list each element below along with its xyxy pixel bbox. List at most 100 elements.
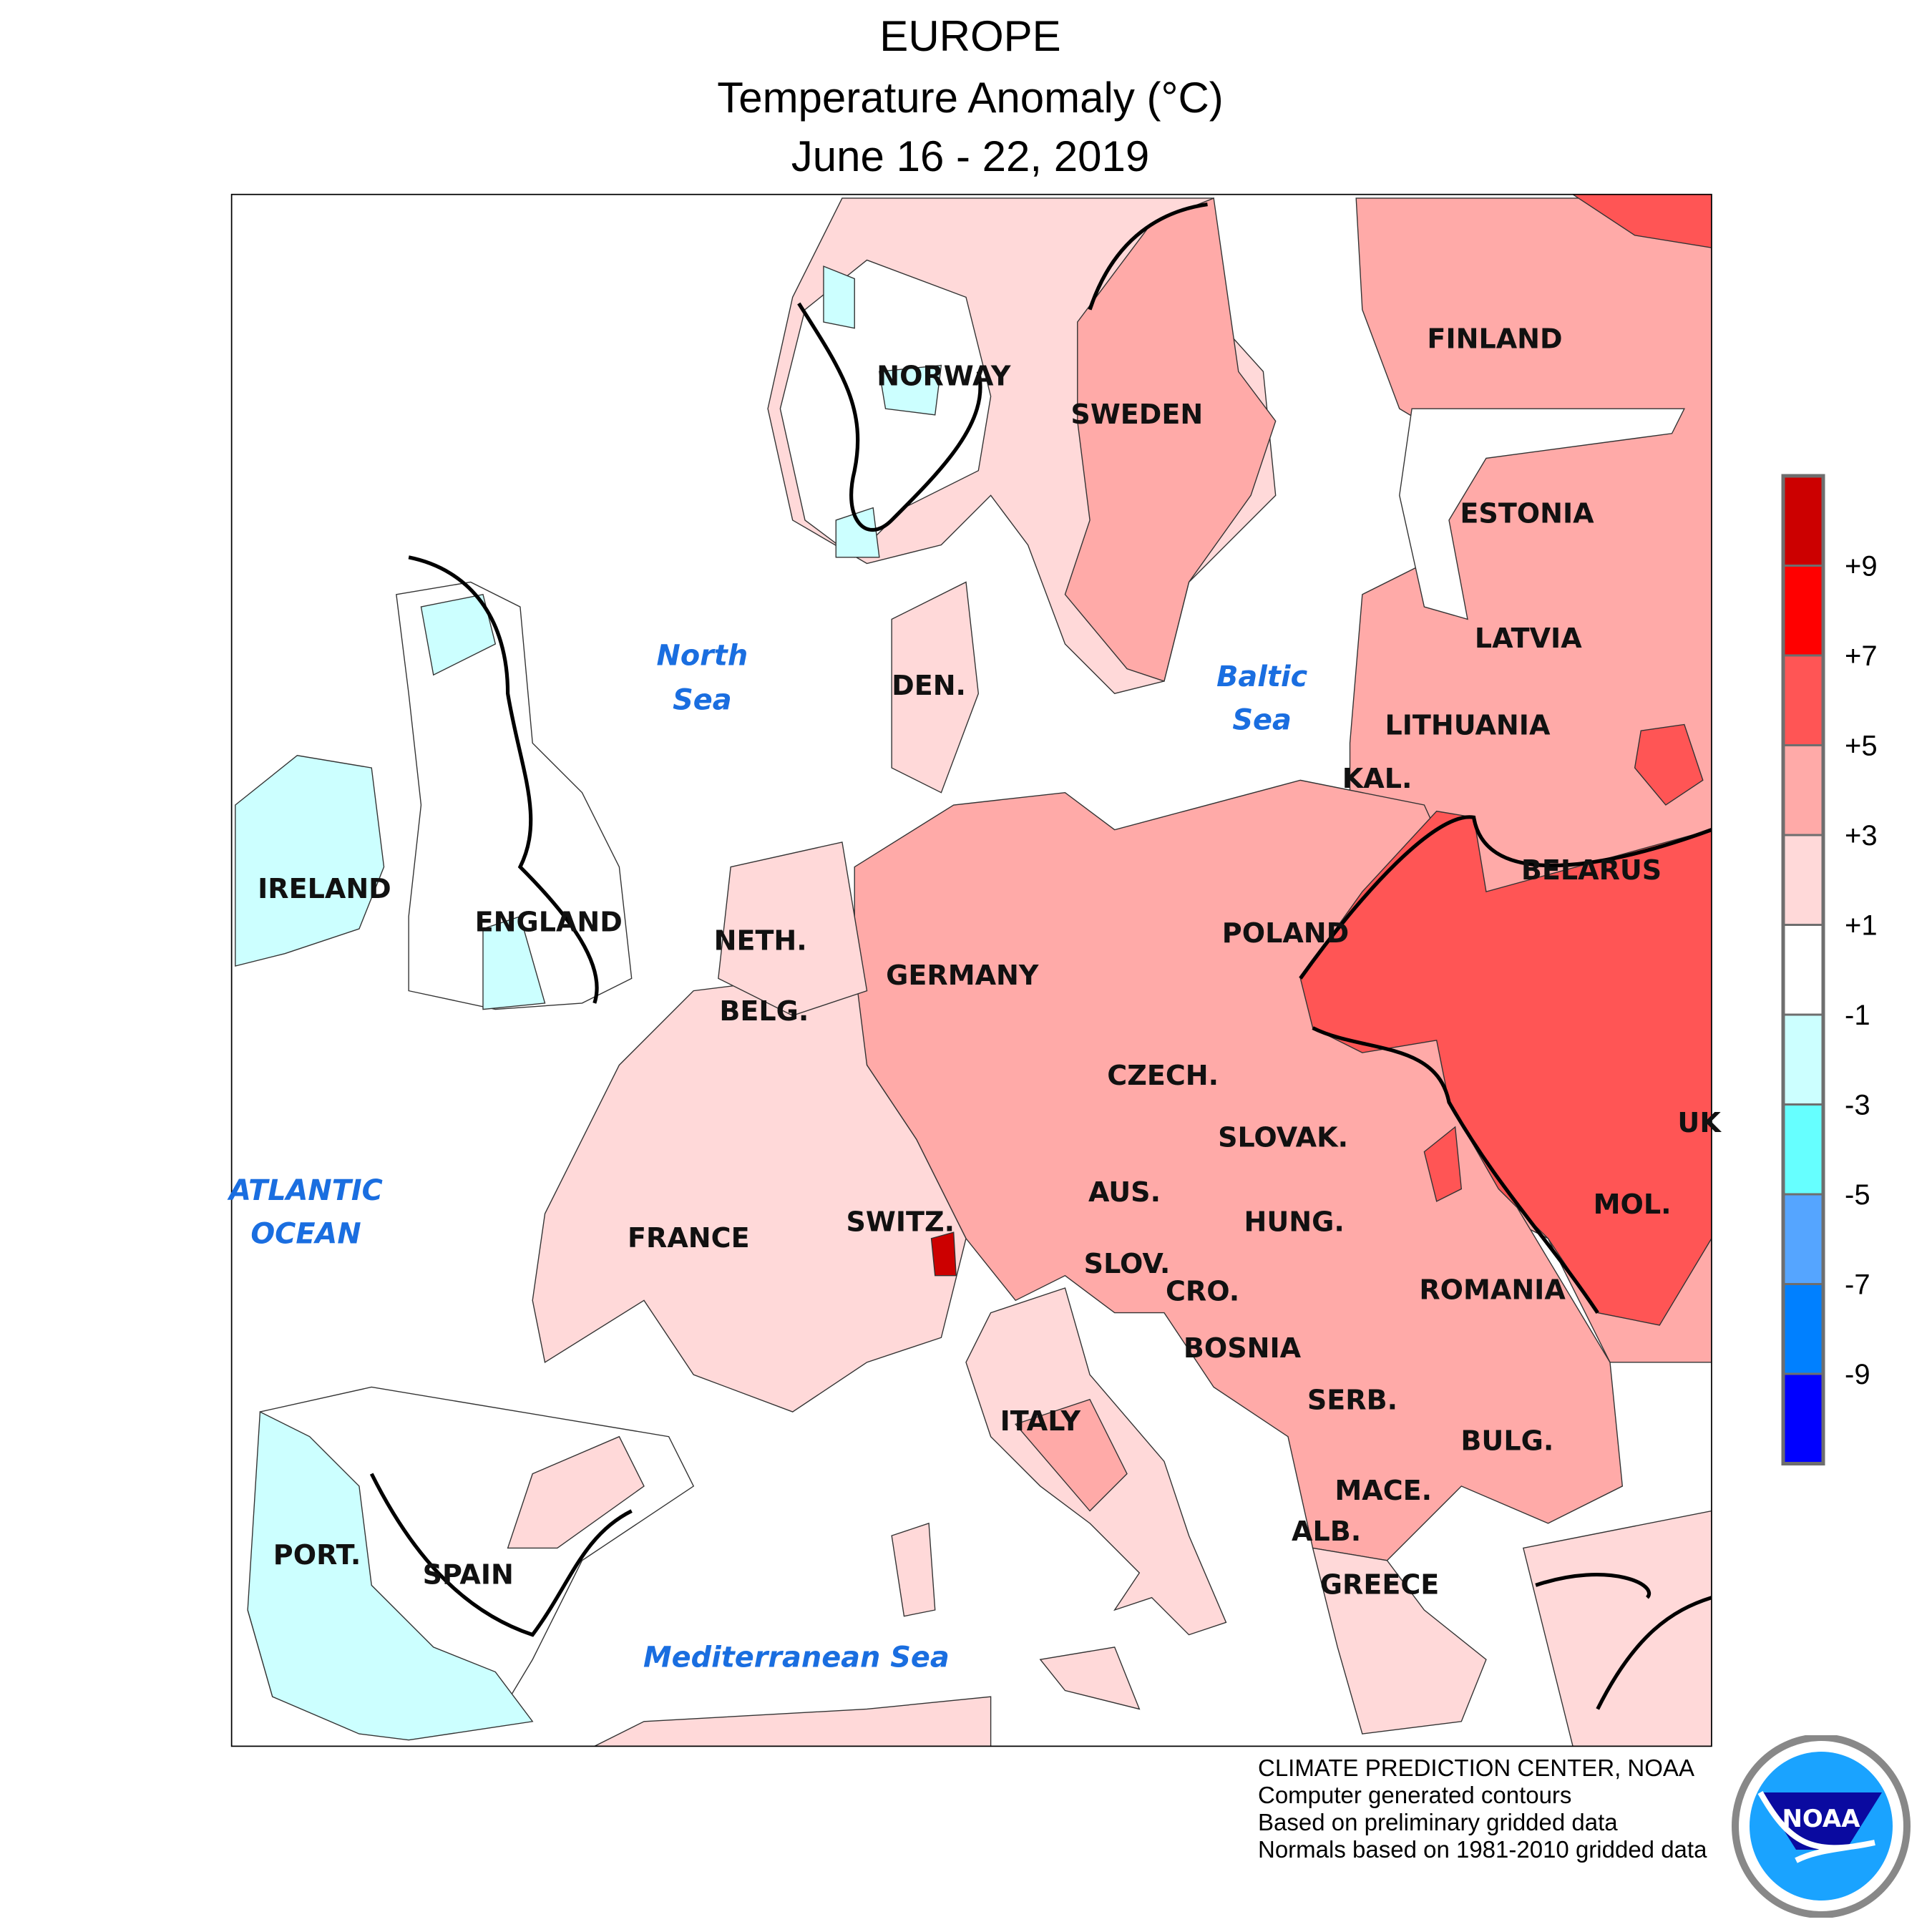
map-regions bbox=[231, 194, 1712, 1747]
label-baltic-sea-1: Baltic bbox=[1216, 660, 1307, 693]
legend-tick-label: +5 bbox=[1845, 731, 1878, 762]
country-labels: NORWAY SWEDEN FINLAND ESTONIA LATVIA LIT… bbox=[258, 323, 1722, 1600]
legend-tick-label: +1 bbox=[1845, 910, 1878, 942]
region-romania-hot bbox=[1423, 1126, 1463, 1202]
credits: CLIMATE PREDICTION CENTER, NOAA Computer… bbox=[1258, 1755, 1707, 1863]
region-north-africa bbox=[594, 1696, 992, 1747]
legend-swatch bbox=[1782, 834, 1825, 926]
legend-tick-label: -7 bbox=[1845, 1269, 1870, 1301]
legend-swatch bbox=[1782, 924, 1825, 1016]
label-ireland: IRELAND bbox=[258, 873, 391, 904]
region-belarus-ukraine-hot bbox=[1299, 810, 1712, 1326]
contour-ukraine bbox=[1312, 1026, 1599, 1314]
label-north-sea-2: Sea bbox=[673, 684, 732, 717]
legend-swatch bbox=[1782, 744, 1825, 836]
noaa-logo-text: NOAA bbox=[1782, 1805, 1860, 1833]
legend-swatch bbox=[1782, 565, 1825, 657]
legend-tick-label: -9 bbox=[1845, 1359, 1870, 1390]
legend-swatch bbox=[1782, 1103, 1825, 1196]
label-norway: NORWAY bbox=[877, 360, 1011, 391]
region-alps-hot bbox=[930, 1231, 957, 1277]
region-norway-cool-3 bbox=[835, 507, 880, 558]
legend-tick-label: +7 bbox=[1845, 640, 1878, 672]
credit-line-3: Based on preliminary gridded data bbox=[1258, 1809, 1618, 1835]
label-austria: AUS. bbox=[1088, 1176, 1161, 1208]
gulf-of-finland bbox=[1399, 408, 1685, 620]
label-bosnia: BOSNIA bbox=[1184, 1332, 1302, 1364]
label-netherlands: NETH. bbox=[714, 924, 807, 956]
label-italy: ITALY bbox=[1000, 1405, 1081, 1437]
region-italy-warm bbox=[1015, 1398, 1128, 1512]
region-sardinia bbox=[891, 1522, 936, 1617]
label-switzerland: SWITZ. bbox=[846, 1206, 955, 1237]
region-belarus-hot-2 bbox=[1634, 723, 1704, 806]
credit-line-2: Computer generated contours bbox=[1258, 1782, 1572, 1808]
label-denmark: DEN. bbox=[892, 670, 966, 701]
label-belarus: BELARUS bbox=[1521, 854, 1662, 886]
region-sweden-warm bbox=[1064, 197, 1277, 682]
label-england: ENGLAND bbox=[475, 907, 623, 938]
region-scotland-cool bbox=[420, 593, 497, 676]
legend-tick-label: +3 bbox=[1845, 820, 1878, 852]
region-sicily bbox=[1039, 1646, 1141, 1710]
label-slovenia: SLOV. bbox=[1084, 1248, 1171, 1279]
date-range: June 16 - 22, 2019 bbox=[791, 132, 1150, 180]
legend-swatch bbox=[1782, 1013, 1825, 1106]
region-norway-cool bbox=[823, 265, 855, 329]
label-moldova: MOL. bbox=[1594, 1189, 1672, 1220]
region-finland-hot bbox=[1571, 194, 1712, 248]
map-frame bbox=[230, 193, 1712, 1747]
label-romania: ROMANIA bbox=[1419, 1274, 1566, 1306]
label-latvia: LATVIA bbox=[1475, 623, 1582, 654]
region-turkey bbox=[1522, 1510, 1712, 1747]
region-greece bbox=[1312, 1547, 1487, 1735]
label-serbia: SERB. bbox=[1307, 1385, 1397, 1416]
sea-labels: North Sea Baltic Sea ATLANTIC OCEAN Medi… bbox=[227, 639, 1307, 1674]
label-portugal: PORT. bbox=[273, 1539, 361, 1571]
credit-line-1: CLIMATE PREDICTION CENTER, NOAA bbox=[1258, 1755, 1694, 1781]
contour-norway bbox=[797, 302, 982, 532]
region-ireland-cool bbox=[235, 755, 385, 967]
label-france: FRANCE bbox=[628, 1222, 750, 1254]
label-croatia: CRO. bbox=[1166, 1275, 1239, 1307]
legend-tick-label: -5 bbox=[1845, 1179, 1870, 1211]
contour-lines bbox=[369, 203, 1712, 1710]
region-norway-cool-2 bbox=[879, 364, 942, 416]
map-title: EUROPE bbox=[879, 12, 1061, 60]
contour-spain bbox=[369, 1473, 633, 1637]
legend-tick-label: +9 bbox=[1845, 551, 1878, 582]
legend-frame bbox=[1781, 474, 1825, 1465]
legend-swatch bbox=[1782, 654, 1825, 746]
legend-swatch bbox=[1782, 474, 1825, 567]
credit-line-4: Normals based on 1981-2010 gridded data bbox=[1258, 1836, 1707, 1863]
region-uk bbox=[396, 581, 633, 1010]
contour-belarus bbox=[1299, 815, 1712, 980]
contour-sweden bbox=[1088, 203, 1208, 311]
label-czech: CZECH. bbox=[1107, 1060, 1219, 1091]
color-legend: +9 +7 +5 +3 +1 -1 -3 -5 -7 -9 bbox=[1781, 474, 1878, 1465]
label-greece: GREECE bbox=[1320, 1569, 1439, 1601]
map-subtitle: Temperature Anomaly (°C) bbox=[717, 74, 1224, 122]
label-sweden: SWEDEN bbox=[1070, 399, 1203, 430]
label-slovakia: SLOVAK. bbox=[1218, 1122, 1348, 1153]
label-belgium: BELG. bbox=[719, 995, 809, 1027]
label-lithuania: LITHUANIA bbox=[1385, 709, 1551, 741]
region-spain-warm bbox=[507, 1435, 645, 1549]
label-ukraine: UK bbox=[1677, 1107, 1722, 1138]
legend-swatch bbox=[1782, 1193, 1825, 1285]
region-england-cool bbox=[482, 915, 546, 1010]
label-kaliningrad: KAL. bbox=[1342, 763, 1413, 794]
legend-swatch bbox=[1782, 1372, 1825, 1465]
label-bulgaria: BULG. bbox=[1460, 1425, 1553, 1457]
label-hungary: HUNG. bbox=[1244, 1206, 1344, 1237]
region-iberia-cool bbox=[247, 1410, 534, 1741]
label-poland: POLAND bbox=[1222, 917, 1349, 949]
legend-swatch bbox=[1782, 1283, 1825, 1375]
contour-turkey bbox=[1535, 1573, 1712, 1710]
label-germany: GERMANY bbox=[886, 960, 1039, 991]
contour-uk bbox=[408, 555, 599, 1004]
label-atlantic-1: ATLANTIC bbox=[227, 1174, 383, 1207]
label-spain: SPAIN bbox=[423, 1559, 514, 1591]
label-estonia: ESTONIA bbox=[1460, 497, 1594, 529]
